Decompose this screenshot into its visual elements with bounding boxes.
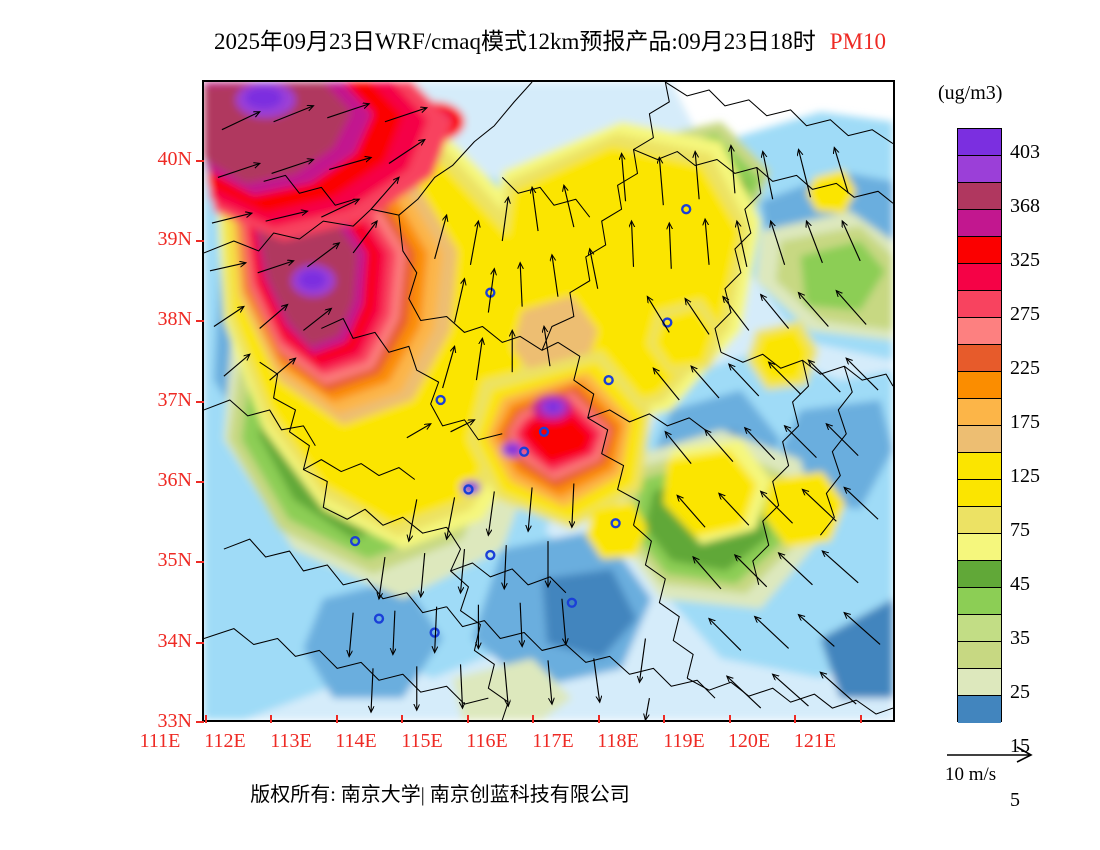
colorbar-band-3 (958, 210, 1001, 237)
colorbar-band-5 (958, 264, 1001, 291)
lat-label-39n: 39N (157, 228, 192, 250)
lon-label-116e: 116E (466, 730, 508, 752)
lon-tick-114e (401, 715, 403, 723)
lon-tick-117e (598, 715, 600, 723)
lat-label-36n: 36N (157, 469, 192, 491)
colorbar-tick-275: 275 (1010, 303, 1040, 325)
lon-tick-116e (532, 715, 534, 723)
title-species-label: PM10 (829, 29, 887, 54)
colorbar-band-0 (958, 129, 1001, 156)
forecast-map-plot[interactable] (202, 80, 895, 722)
lat-tick-38n (196, 320, 204, 322)
wind-scale-text: 10 m/s (945, 764, 997, 785)
colorbar-tick-15: 15 (1010, 735, 1030, 757)
colorbar-tick-175: 175 (1010, 411, 1040, 433)
lat-tick-33n (196, 721, 204, 723)
lat-tick-34n (196, 642, 204, 644)
colorbar-tick-225: 225 (1010, 357, 1040, 379)
copyright-footer: 版权所有: 南京大学| 南京创蓝科技有限公司 (250, 784, 630, 806)
colorbar-band-12 (958, 453, 1001, 480)
lat-label-37n: 37N (157, 389, 192, 411)
colorbar-tick-125: 125 (1010, 465, 1040, 487)
lon-tick-120e (794, 715, 796, 723)
lon-label-111e: 111E (139, 730, 181, 752)
colorbar-band-16 (958, 561, 1001, 588)
lon-tick-112e (270, 715, 272, 723)
colorbar-band-2 (958, 183, 1001, 210)
lon-tick-113e (336, 715, 338, 723)
lon-label-119e: 119E (663, 730, 705, 752)
colorbar-band-9 (958, 372, 1001, 399)
colorbar-tick-25: 25 (1010, 681, 1030, 703)
lon-label-114e: 114E (335, 730, 377, 752)
colorbar-band-19 (958, 642, 1001, 669)
lon-label-112e: 112E (204, 730, 246, 752)
lon-label-120e: 120E (727, 730, 771, 752)
lat-label-40n: 40N (157, 148, 192, 170)
lat-tick-37n (196, 401, 204, 403)
lat-tick-35n (196, 561, 204, 563)
city-station-markers (349, 204, 692, 638)
colorbar-band-21 (958, 696, 1001, 723)
lat-label-35n: 35N (157, 549, 192, 571)
lon-label-117e: 117E (532, 730, 574, 752)
colorbar-band-7 (958, 318, 1001, 345)
lon-label-118e: 118E (597, 730, 639, 752)
colorbar-band-20 (958, 669, 1001, 696)
colorbar-band-13 (958, 480, 1001, 507)
colorbar-band-15 (958, 534, 1001, 561)
wind-scale-legend: 10 m/s (945, 745, 1085, 786)
colorbar-units-label: (ug/m3) (938, 82, 1003, 104)
map-canvas (204, 82, 893, 720)
lon-tick-119e (729, 715, 731, 723)
wind-scale-arrow (947, 746, 1033, 763)
colorbar-band-17 (958, 588, 1001, 615)
colorbar-band-14 (958, 507, 1001, 534)
concentration-field (204, 82, 893, 720)
colorbar-band-10 (958, 399, 1001, 426)
lat-tick-36n (196, 481, 204, 483)
colorbar-tick-5: 5 (1010, 789, 1020, 811)
colorbar-band-6 (958, 291, 1001, 318)
lon-label-121e: 121E (793, 730, 837, 752)
colorbar-tick-35: 35 (1010, 627, 1030, 649)
lon-tick-115e (467, 715, 469, 723)
colorbar-band-1 (958, 156, 1001, 183)
administrative-boundaries (204, 82, 893, 720)
colorbar-tick-403: 403 (1010, 141, 1040, 163)
lat-label-38n: 38N (157, 308, 192, 330)
lon-tick-121e (860, 715, 862, 723)
lat-label-34n: 34N (157, 630, 192, 652)
lon-tick-111e (205, 715, 207, 723)
lat-tick-40n (196, 160, 204, 162)
colorbar[interactable] (957, 128, 1002, 723)
title-main-text: 2025年09月23日WRF/cmaq模式12km预报产品:09月23日18时 (213, 29, 816, 54)
page-title: 2025年09月23日WRF/cmaq模式12km预报产品:09月23日18时 P… (0, 22, 1100, 56)
colorbar-band-8 (958, 345, 1001, 372)
colorbar-band-18 (958, 615, 1001, 642)
colorbar-tick-325: 325 (1010, 249, 1040, 271)
colorbar-band-4 (958, 237, 1001, 264)
colorbar-tick-75: 75 (1010, 519, 1030, 541)
lat-tick-39n (196, 240, 204, 242)
wind-vectors (209, 104, 881, 720)
lon-label-113e: 113E (270, 730, 312, 752)
colorbar-tick-45: 45 (1010, 573, 1030, 595)
colorbar-tick-368: 368 (1010, 195, 1040, 217)
lat-label-33n: 33N (157, 710, 192, 732)
lon-tick-118e (663, 715, 665, 723)
lon-label-115e: 115E (401, 730, 443, 752)
colorbar-band-11 (958, 426, 1001, 453)
